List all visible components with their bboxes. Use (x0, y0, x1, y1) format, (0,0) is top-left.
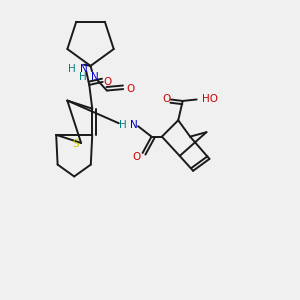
Text: H: H (68, 64, 76, 74)
Text: O: O (103, 77, 111, 87)
Text: HO: HO (202, 94, 218, 104)
Text: O: O (162, 94, 170, 104)
Text: O: O (127, 84, 135, 94)
Text: N: N (80, 64, 88, 74)
Text: S: S (72, 139, 79, 149)
Text: N: N (130, 120, 137, 130)
Text: O: O (133, 152, 141, 162)
Text: N: N (91, 72, 98, 82)
Text: H: H (79, 72, 86, 82)
Text: H: H (119, 120, 127, 130)
